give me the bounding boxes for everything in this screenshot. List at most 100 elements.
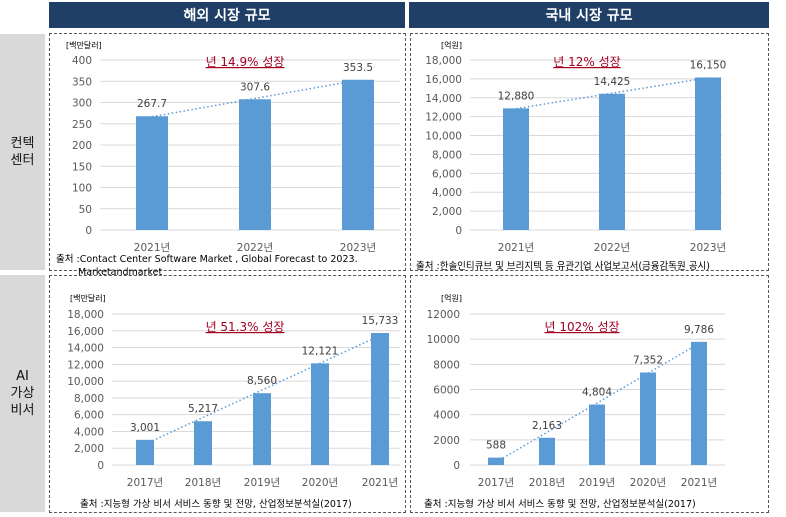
y-tick-label: 18,000: [425, 55, 462, 67]
y-tick-label: 0: [455, 225, 462, 237]
y-tick-label: 14,000: [425, 93, 462, 105]
trendline: [151, 79, 359, 118]
unit-label: [백만달러]: [66, 40, 102, 50]
row-label-ai-assistant: AI 가상 비서: [0, 275, 45, 512]
y-tick-label: 6000: [433, 385, 460, 397]
bar: [342, 79, 374, 230]
trendline: [144, 334, 381, 445]
y-tick-label: 8000: [433, 359, 460, 371]
panel-domestic-contact-center: [410, 33, 769, 271]
y-tick-label: 4000: [433, 410, 460, 422]
data-label: 3,001: [130, 422, 160, 434]
x-tick-label: 2023년: [340, 242, 376, 254]
bar: [311, 363, 329, 465]
x-tick-label: 2019년: [579, 477, 615, 489]
y-tick-label: 6,000: [74, 410, 104, 422]
trendline: [495, 342, 700, 463]
source-note: Marketandmarket: [78, 267, 163, 278]
source-note: 출처 :지능형 가상 비서 서비스 동향 및 전망, 산업정보분석실(2017): [424, 498, 696, 510]
x-tick-label: 2018년: [185, 477, 221, 489]
data-label: 2,163: [532, 420, 562, 432]
data-label: 353.5: [343, 62, 373, 74]
y-tick-label: 400: [72, 55, 92, 67]
bar: [695, 77, 721, 230]
data-label: 5,217: [188, 403, 218, 415]
y-tick-label: 18,000: [67, 309, 104, 321]
source-note: 출처 :지능형 가상 비서 서비스 동향 및 전망, 산업정보분석실(2017): [80, 498, 352, 510]
data-label: 16,150: [690, 59, 727, 71]
bar: [488, 457, 504, 465]
bar: [691, 341, 707, 465]
y-tick-label: 200: [72, 140, 92, 152]
x-tick-label: 2022년: [594, 242, 630, 254]
y-tick-label: 100: [72, 183, 92, 195]
y-tick-label: 50: [79, 204, 92, 216]
x-tick-label: 2021년: [134, 242, 170, 254]
data-label: 14,425: [594, 76, 631, 88]
y-tick-label: 150: [72, 161, 92, 173]
bar: [589, 404, 605, 465]
x-tick-label: 2017년: [127, 477, 163, 489]
bar: [640, 372, 656, 465]
unit-label: [백만달러]: [70, 293, 106, 303]
y-tick-label: 10,000: [425, 131, 462, 143]
data-label: 267.7: [137, 98, 167, 110]
source-note: 출처 :한솔인티큐브 및 브리지텍 등 유관기업 사업보고서(금융감독원 공시): [416, 260, 710, 272]
bar: [136, 439, 154, 465]
y-tick-label: 4,000: [432, 187, 462, 199]
data-label: 15,733: [362, 315, 399, 327]
data-label: 588: [486, 440, 506, 452]
bar: [371, 333, 389, 465]
x-tick-label: 2020년: [630, 477, 666, 489]
data-label: 8,560: [247, 375, 277, 387]
header-overseas: 해외 시장 규모: [49, 2, 405, 28]
data-label: 307.6: [240, 81, 270, 93]
y-tick-label: 12,000: [425, 112, 462, 124]
row-label-contact-center: 컨텍 센터: [0, 34, 45, 270]
bar: [599, 93, 625, 230]
growth-annotation: 년 102% 성장: [544, 320, 619, 334]
y-tick-label: 350: [72, 76, 92, 88]
y-tick-label: 12,000: [67, 359, 104, 371]
x-tick-label: 2018년: [529, 477, 565, 489]
y-tick-label: 14,000: [67, 343, 104, 355]
unit-label: [억원]: [441, 40, 462, 50]
unit-label: [억원]: [441, 293, 462, 303]
y-tick-label: 0: [97, 460, 104, 472]
y-tick-label: 6,000: [432, 168, 462, 180]
bar: [503, 108, 529, 230]
x-tick-label: 2023년: [690, 242, 726, 254]
y-tick-label: 10000: [427, 334, 460, 346]
x-tick-label: 2019년: [244, 477, 280, 489]
y-tick-label: 16,000: [67, 326, 104, 338]
y-tick-label: 300: [72, 98, 92, 110]
y-tick-label: 0: [453, 460, 460, 472]
y-tick-label: 2000: [433, 435, 460, 447]
y-tick-label: 16,000: [425, 74, 462, 86]
x-tick-label: 2021년: [362, 477, 398, 489]
bar: [253, 393, 271, 465]
growth-annotation: 년 14.9% 성장: [206, 55, 285, 69]
source-note: 출처 :Contact Center Software Market , Glo…: [56, 253, 358, 265]
x-tick-label: 2021년: [681, 477, 717, 489]
growth-annotation: 년 51.3% 성장: [206, 320, 285, 334]
data-label: 12,121: [302, 345, 339, 357]
y-tick-label: 4,000: [74, 426, 104, 438]
y-tick-label: 10,000: [67, 376, 104, 388]
y-tick-label: 12000: [427, 309, 460, 321]
panel-overseas-contact-center: [49, 33, 406, 271]
bar: [239, 99, 271, 231]
data-label: 7,352: [633, 354, 663, 366]
y-tick-label: 8,000: [74, 393, 104, 405]
panel-domestic-ai-assistant: [410, 275, 769, 513]
bar: [136, 116, 168, 230]
bar: [194, 421, 212, 465]
growth-annotation: 년 12% 성장: [553, 55, 620, 69]
data-label: 4,804: [582, 387, 612, 399]
y-tick-label: 250: [72, 119, 92, 131]
header-domestic: 국내 시장 규모: [409, 2, 769, 28]
y-tick-label: 8,000: [432, 149, 462, 161]
data-label: 12,880: [498, 90, 535, 102]
